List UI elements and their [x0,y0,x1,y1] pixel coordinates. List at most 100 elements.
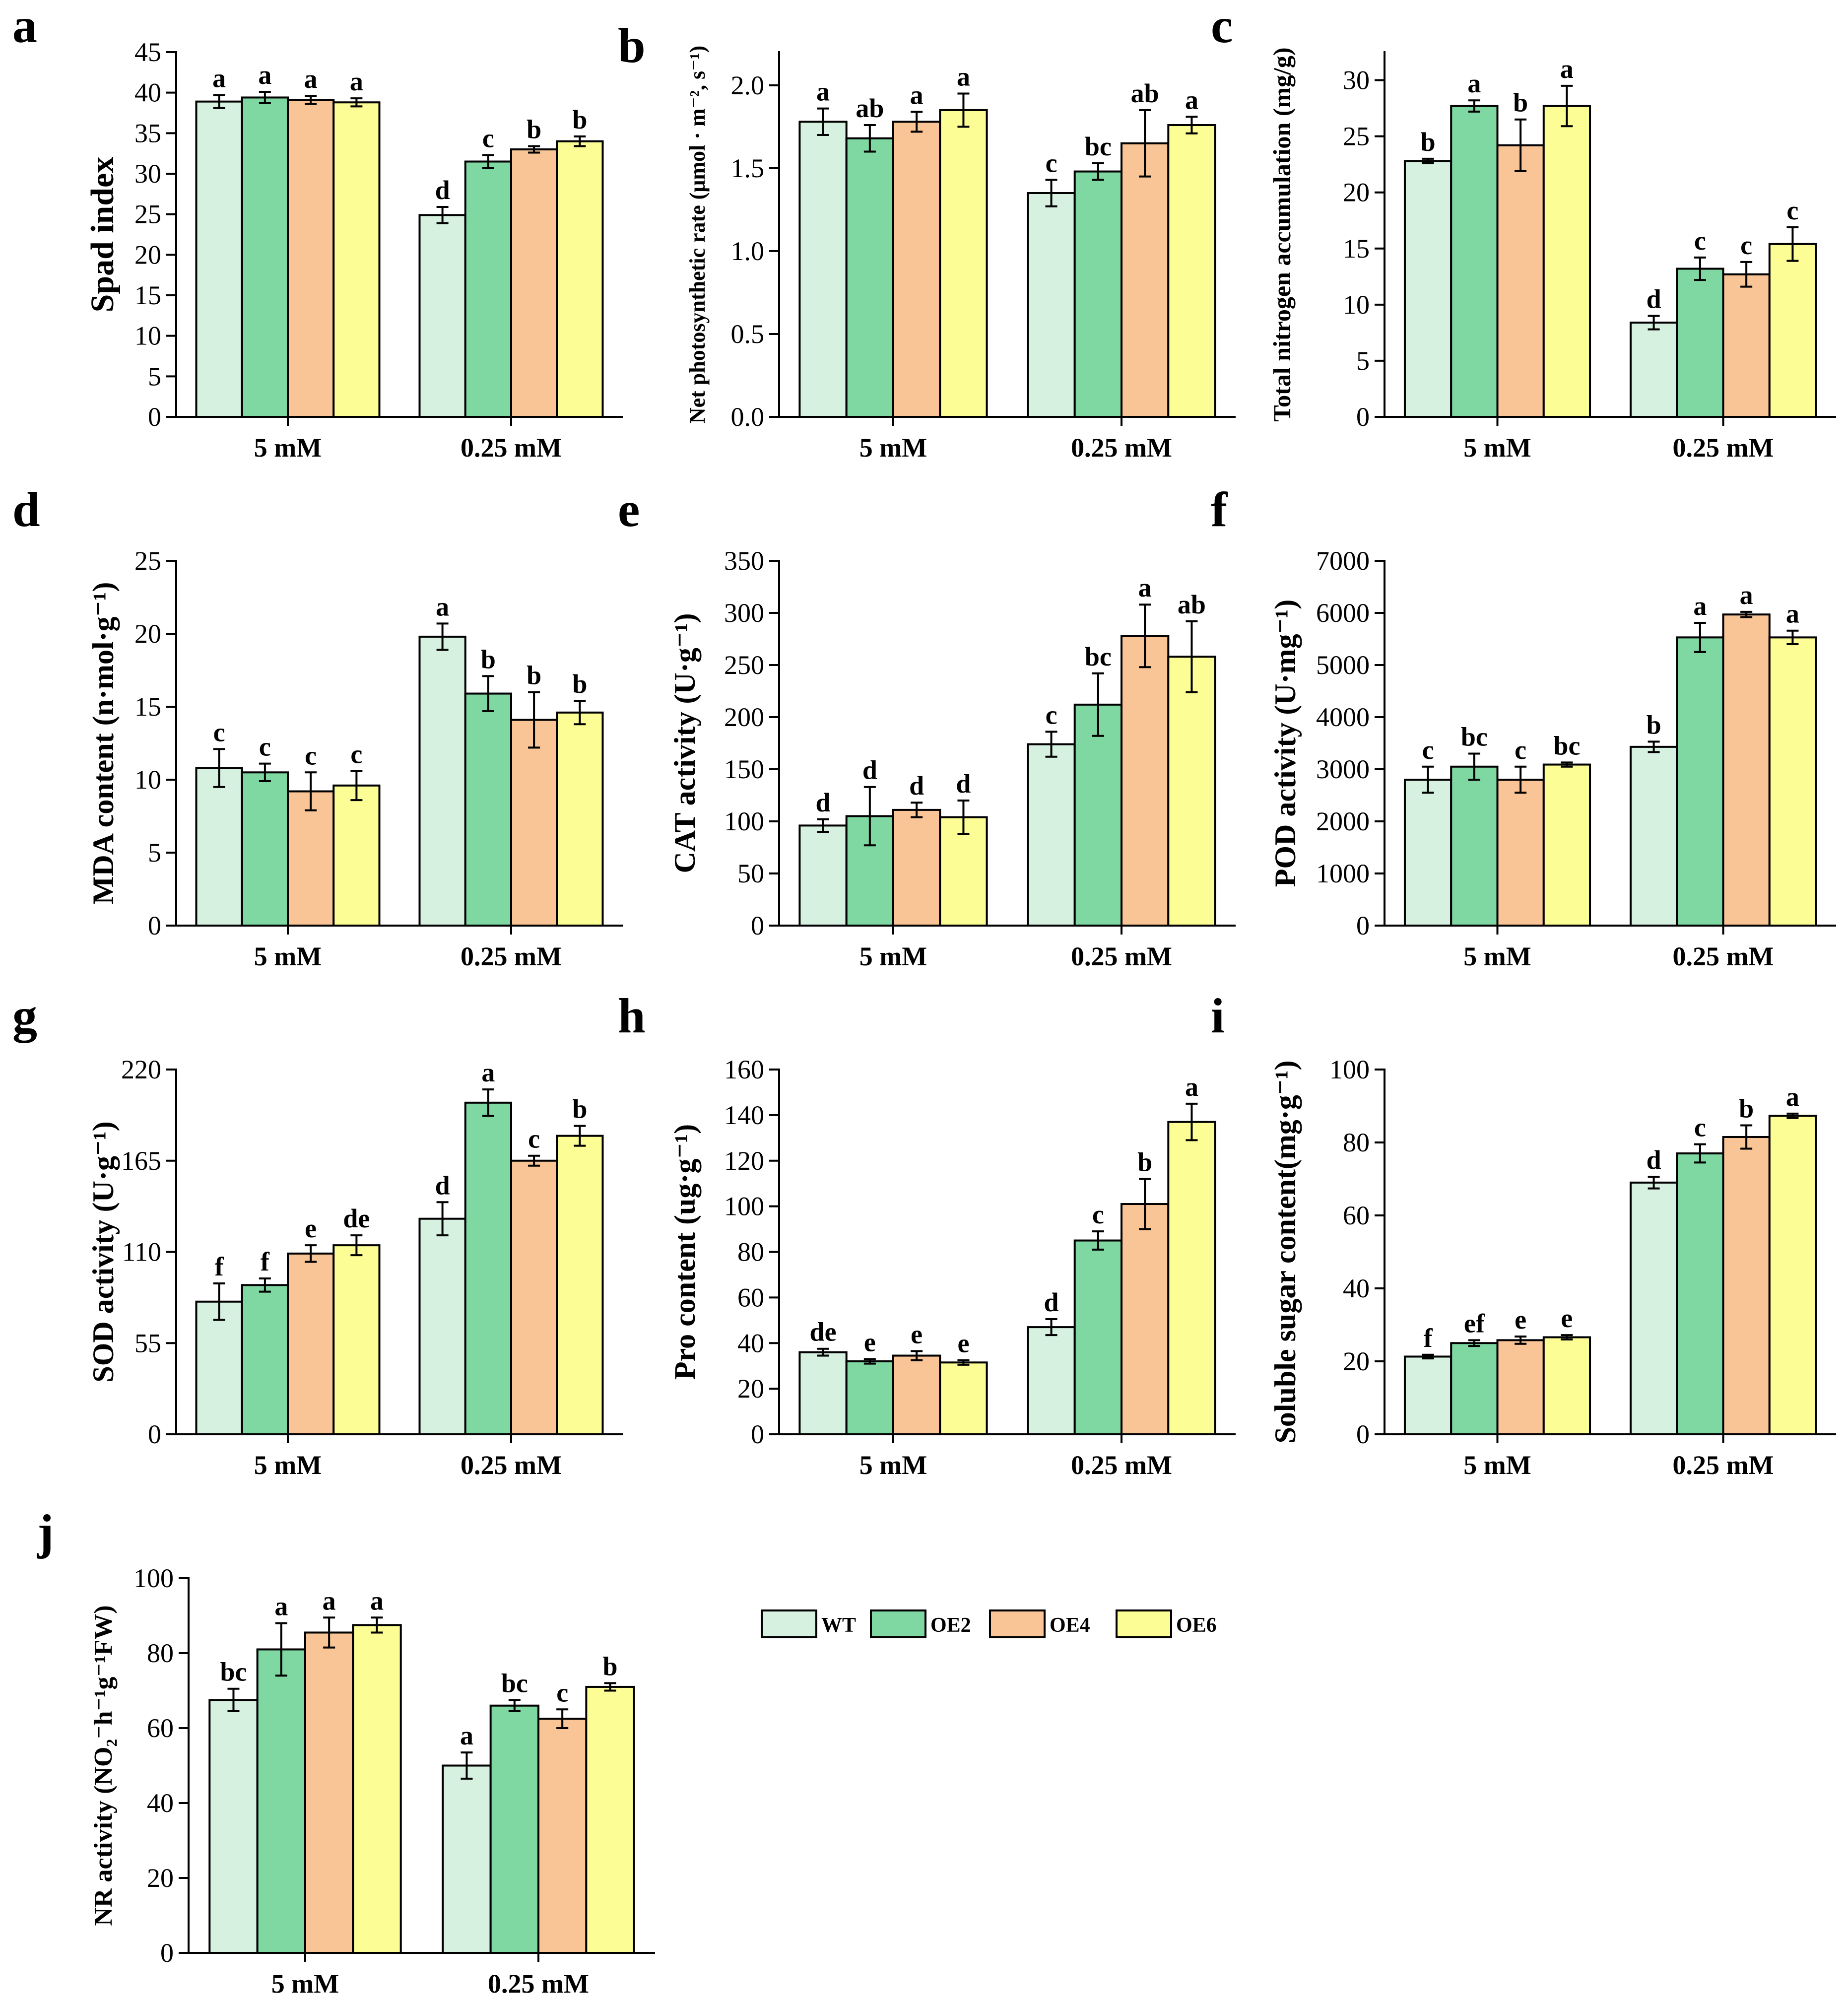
bar-oe6 [1768,636,1817,927]
y-axis-title: POD activity (U·mg⁻¹) [1269,600,1302,887]
y-tick-label: 15 [1343,234,1370,264]
bar-oe6 [352,1624,402,1954]
significance-label: e [957,1329,969,1358]
y-tick-label: 0 [1356,911,1370,940]
significance-label: ef [1464,1308,1485,1338]
significance-label: c [259,732,271,762]
x-category-label: 5 mM [254,1450,322,1480]
significance-label: c [556,1677,568,1707]
significance-label: d [435,175,450,205]
y-tick-label: 3000 [1316,754,1370,784]
bar-oe2 [464,692,512,927]
significance-label: c [1694,226,1706,256]
y-tick-label: 25 [1343,122,1370,151]
y-tick-label: 140 [724,1100,764,1130]
significance-label: a [816,77,830,107]
bar-wt [195,100,243,418]
y-tick-label: 150 [724,754,764,784]
y-tick-label: 45 [134,37,161,67]
bar-oe2 [489,1704,540,1954]
bar-oe2 [1450,1342,1499,1435]
y-tick-label: 300 [724,598,764,628]
bar-oe2 [464,1101,512,1435]
significance-label: b [1137,1147,1152,1177]
significance-label: ab [856,93,884,123]
y-tick-label: 25 [134,200,161,229]
bar-oe4 [287,790,335,927]
bar-oe4 [1121,142,1170,418]
bar-wt [418,635,466,927]
significance-label: a [1467,68,1481,98]
significance-label: c [1092,1200,1104,1229]
panel-letter: d [12,482,40,537]
x-category-label: 0.25 mM [461,1450,562,1480]
significance-label: a [274,1592,288,1621]
bar-oe4 [1496,779,1545,927]
bar-oe4 [1496,1339,1545,1436]
y-axis-title: Pro content (ug·g⁻¹) [668,1124,701,1380]
significance-label: bc [1085,642,1112,671]
significance-label: a [1786,599,1799,629]
panel-letter: j [37,1504,54,1559]
y-tick-label: 20 [1343,1346,1370,1376]
y-tick-label: 20 [147,1863,174,1893]
significance-label: c [1694,1113,1706,1142]
significance-label: a [1185,1072,1198,1102]
significance-label: f [1424,1323,1433,1353]
significance-label: a [323,1586,336,1615]
y-tick-label: 4000 [1316,702,1370,732]
bar-oe6 [1167,1121,1216,1435]
y-tick-label: 35 [134,118,161,148]
significance-label: c [1422,735,1434,765]
bar-oe6 [1542,105,1591,418]
bar-wt [798,1351,848,1435]
bar-oe2 [241,96,289,418]
y-tick-label: 100 [133,1563,174,1593]
significance-label: c [1046,148,1057,178]
y-tick-label: 10 [1343,290,1370,320]
chart-panel-c: c 0 5 10 15 20 25 30 5 mM b a b a 0.25 mM d c c c Total ni… [1211,0,1836,463]
significance-label: d [862,755,877,785]
bar-oe2 [1073,170,1122,418]
bar-oe4 [892,1354,941,1435]
significance-label: d [435,1170,450,1200]
significance-label: c [1740,230,1752,260]
bar-oe2 [241,1284,289,1435]
significance-label: c [213,717,225,747]
y-axis-title: Spad index [84,157,121,313]
panel-letter: h [618,988,646,1043]
y-tick-label: 1.0 [731,236,765,266]
bar-oe6 [556,711,604,927]
y-axis-title: Soluble sugar content(mg·g⁻¹) [1269,1061,1302,1444]
panel-letter: g [12,988,37,1043]
y-tick-label: 0.0 [731,402,765,432]
significance-label: e [1561,1303,1573,1333]
y-tick-label: 2000 [1316,806,1370,836]
significance-label: de [810,1317,837,1347]
significance-label: a [910,80,924,110]
bar-oe4 [287,1252,335,1435]
bar-oe4 [510,1159,558,1435]
x-category-label: 5 mM [859,433,927,463]
bar-oe6 [1167,656,1216,927]
bar-wt [195,1300,243,1436]
y-tick-label: 10 [134,765,161,795]
y-tick-label: 165 [121,1146,161,1176]
bar-wt [1403,160,1452,418]
y-tick-label: 20 [134,619,161,649]
x-category-label: 5 mM [1463,1450,1531,1480]
bar-oe6 [332,1244,381,1436]
legend-swatch-oe6 [1116,1609,1172,1638]
chart-panel-e: e 0 50 100 150 200 250 300 350 5 mM d d d d 0.25 mM cbc… [618,482,1236,971]
panel-letter: i [1211,988,1225,1043]
bar-oe4 [892,808,941,927]
x-category-label: 5 mM [254,941,322,971]
y-tick-label: 100 [724,806,764,836]
significance-label: a [1740,580,1753,610]
bar-oe4 [510,719,558,927]
bar-oe2 [1676,636,1724,927]
y-tick-label: 30 [1343,66,1370,95]
